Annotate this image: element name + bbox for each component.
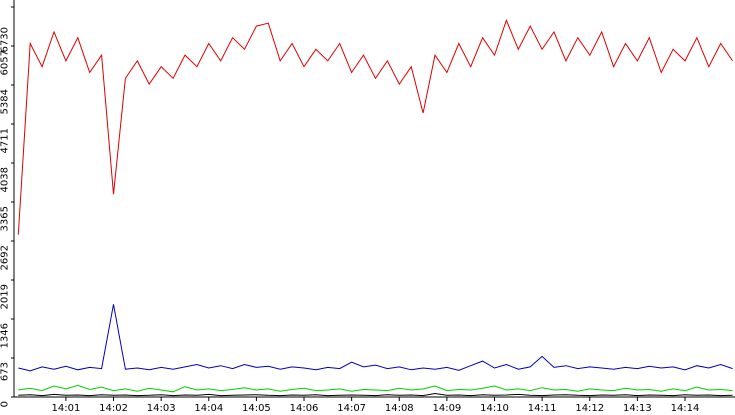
y-tick-label: 0 bbox=[0, 401, 10, 407]
x-tick-label: 14:11 bbox=[528, 403, 557, 414]
y-tick-label: 6730 bbox=[0, 27, 10, 52]
y-tick-label: 3365 bbox=[0, 206, 10, 231]
series-line bbox=[18, 384, 733, 393]
x-tick-label: 14:09 bbox=[432, 403, 461, 414]
x-tick-label: 14:05 bbox=[242, 403, 271, 414]
x-tick-label: 14:14 bbox=[671, 403, 700, 414]
x-tick-label: 14:01 bbox=[51, 403, 80, 414]
x-tick-label: 14:13 bbox=[623, 403, 652, 414]
y-tick-label: 673 bbox=[0, 362, 10, 381]
x-tick-label: 14:12 bbox=[575, 403, 604, 414]
x-tick-label: 14:02 bbox=[99, 403, 128, 414]
series-line bbox=[17, 18, 734, 235]
series-line bbox=[18, 392, 733, 397]
y-tick-label: 2019 bbox=[0, 284, 10, 309]
x-tick-label: 14:10 bbox=[480, 403, 509, 414]
y-tick-label: 6057 bbox=[0, 50, 10, 75]
x-tick-label: 14:04 bbox=[194, 403, 223, 414]
x-tick-label: 14:08 bbox=[385, 403, 414, 414]
x-tick-label: 14:03 bbox=[147, 403, 176, 414]
y-tick-label: 4711 bbox=[0, 128, 10, 153]
x-tick-label: 14:07 bbox=[337, 403, 366, 414]
y-tick-label: 1346 bbox=[0, 323, 10, 348]
series-line bbox=[18, 304, 733, 372]
y-tick-label: 5384 bbox=[0, 89, 10, 114]
y-tick-label: 4038 bbox=[0, 167, 10, 192]
x-tick-label: 14:06 bbox=[290, 403, 319, 414]
y-tick-label: 2692 bbox=[0, 245, 10, 270]
